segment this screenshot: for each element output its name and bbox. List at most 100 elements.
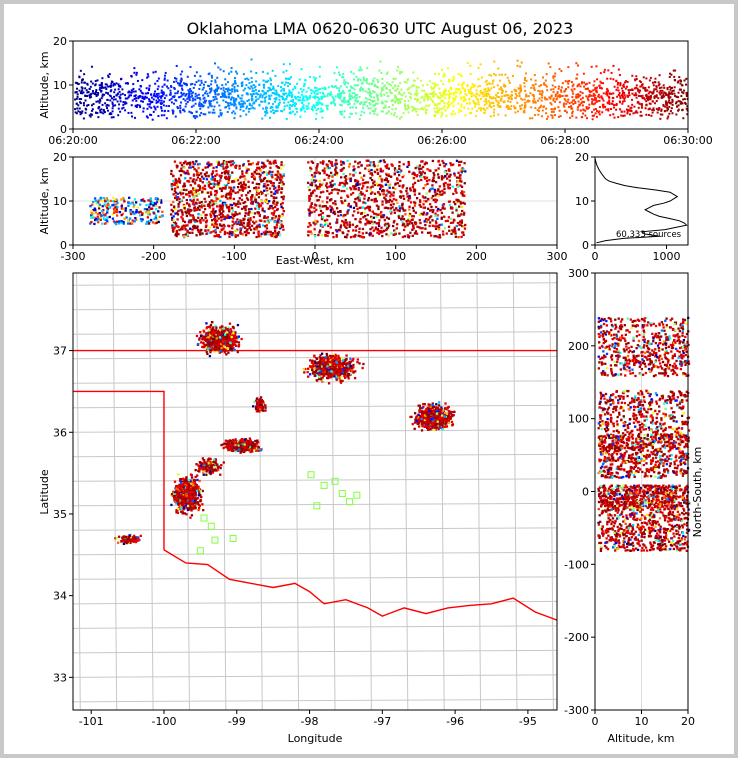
time-height-point <box>573 99 576 102</box>
time-height-point <box>288 107 291 110</box>
time-height-point <box>485 95 488 98</box>
east-west-point <box>214 228 217 232</box>
east-west-point <box>111 204 114 207</box>
time-height-point <box>347 89 350 92</box>
time-height-point <box>79 69 82 72</box>
time-height-point <box>254 85 257 88</box>
time-height-point <box>386 71 389 74</box>
time-height-point <box>163 109 166 112</box>
east-west-point <box>193 191 196 194</box>
east-west-point <box>280 215 283 218</box>
east-west-grid <box>73 157 557 245</box>
east-west-point <box>281 201 284 205</box>
time-height-point <box>397 100 400 103</box>
time-height-point <box>224 106 227 109</box>
east-west-point <box>253 186 256 190</box>
east-west-point <box>223 203 226 206</box>
time-height-point <box>499 86 502 89</box>
east-west-point <box>195 189 198 192</box>
east-west-point <box>263 216 266 219</box>
time-height-point <box>416 98 419 101</box>
time-height-point <box>269 98 272 101</box>
east-west-point <box>246 223 249 226</box>
time-height-point <box>588 94 591 97</box>
time-height-point <box>663 91 666 94</box>
east-west-point <box>371 185 374 188</box>
time-height-point <box>402 112 405 115</box>
time-height-point <box>182 98 185 101</box>
time-height-point <box>302 99 305 102</box>
time-height-point <box>280 81 283 84</box>
time-height-point <box>102 109 105 112</box>
time-height-point <box>84 111 87 114</box>
time-height-point <box>650 91 653 94</box>
time-height-point <box>326 107 329 110</box>
time-height-point <box>385 112 388 115</box>
east-west-point <box>183 182 186 185</box>
time-height-point <box>90 113 93 116</box>
time-height-point <box>154 70 157 73</box>
east-west-point <box>180 208 183 212</box>
east-west-point <box>232 180 236 183</box>
time-height-point <box>292 88 295 91</box>
east-west-point <box>452 192 455 196</box>
time-height-point <box>235 89 238 92</box>
east-west-point <box>151 221 155 224</box>
east-west-point <box>102 196 106 200</box>
time-height-point <box>623 94 626 97</box>
east-west-point <box>456 183 459 187</box>
time-height-point <box>269 89 272 92</box>
east-west-point <box>272 201 275 204</box>
time-height-point <box>661 89 664 92</box>
east-west-point <box>349 173 352 176</box>
east-west-point <box>182 219 185 223</box>
time-height-point <box>320 98 323 101</box>
east-west-point <box>338 183 341 187</box>
east-west-point <box>103 222 107 225</box>
time-height-point <box>210 105 213 108</box>
time-height-point <box>598 113 601 116</box>
time-height-point <box>461 82 464 85</box>
east-west-point <box>313 175 317 178</box>
time-height-point <box>475 98 478 101</box>
time-height-point <box>656 111 659 114</box>
east-west-point <box>112 200 115 203</box>
time-height-point <box>675 95 678 98</box>
time-height-point <box>104 86 107 89</box>
east-west-point <box>215 169 218 173</box>
time-height-point <box>436 83 439 86</box>
time-height-point <box>373 103 376 106</box>
east-west-point <box>261 179 265 182</box>
time-height-point <box>525 93 528 96</box>
east-west-point <box>258 219 262 222</box>
east-west-point <box>213 183 217 187</box>
time-height-point <box>162 91 165 94</box>
time-height-point <box>585 82 588 85</box>
time-height-point <box>406 104 409 107</box>
time-height-point <box>88 114 91 117</box>
time-height-point <box>189 66 192 69</box>
time-height-point <box>416 94 419 97</box>
east-west-point <box>456 198 460 202</box>
east-west-point <box>215 189 218 193</box>
time-height-point <box>479 97 482 100</box>
time-height-point <box>200 79 203 82</box>
east-west-point <box>451 221 455 224</box>
east-west-point <box>269 219 272 222</box>
time-height-point <box>580 102 583 105</box>
east-west-point <box>92 208 95 212</box>
time-height-point <box>111 107 114 110</box>
time-height-point <box>370 92 373 95</box>
time-height-point <box>98 88 101 91</box>
time-height-point <box>142 107 145 110</box>
east-west-point <box>398 207 402 210</box>
east-west-point <box>214 210 217 213</box>
time-height-point <box>315 118 318 121</box>
time-height-point <box>459 73 462 76</box>
east-west-point <box>349 179 352 182</box>
east-west-point <box>191 214 195 217</box>
time-height-point <box>174 115 177 118</box>
time-height-point <box>539 106 542 109</box>
time-height-point <box>110 89 113 92</box>
time-height-point <box>277 104 280 107</box>
